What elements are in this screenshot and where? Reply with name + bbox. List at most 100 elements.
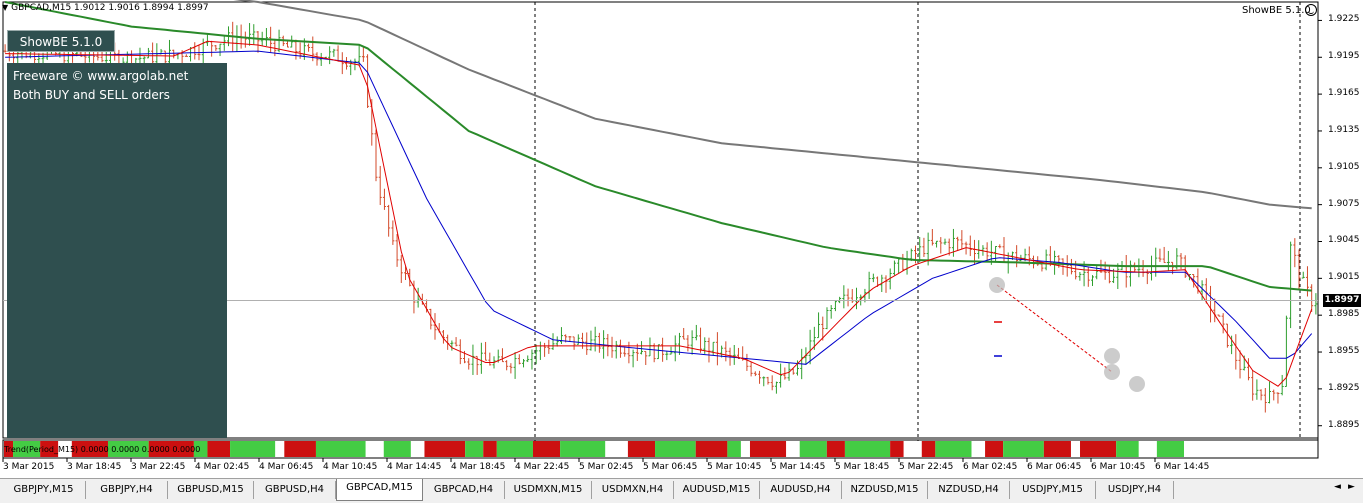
price-bar bbox=[1200, 280, 1204, 301]
chart-tab[interactable]: NZDUSD,H4 bbox=[928, 481, 1010, 499]
time-axis-label: 4 Mar 22:45 bbox=[515, 462, 570, 472]
price-bar bbox=[256, 31, 260, 53]
chart-tab[interactable]: GBPCAD,H4 bbox=[423, 481, 505, 499]
trend-segment bbox=[655, 441, 696, 457]
chart-tab[interactable]: GBPCAD,M15 bbox=[336, 479, 423, 501]
trend-segment bbox=[786, 441, 800, 457]
price-bar bbox=[829, 305, 833, 319]
trend-segment bbox=[1156, 441, 1184, 457]
price-bar bbox=[551, 333, 555, 350]
time-axis-label: 5 Mar 06:45 bbox=[643, 462, 698, 472]
price-bar bbox=[922, 237, 926, 257]
price-bar bbox=[943, 238, 947, 245]
chart-tab[interactable]: GBPJPY,H4 bbox=[86, 481, 168, 499]
time-axis-label: 5 Mar 02:45 bbox=[579, 462, 634, 472]
price-bar bbox=[770, 375, 774, 391]
price-bar bbox=[1015, 245, 1019, 268]
price-bar bbox=[682, 327, 686, 340]
chart-tab[interactable]: AUDUSD,H4 bbox=[760, 481, 842, 499]
price-bar bbox=[1297, 249, 1301, 290]
price-bar bbox=[1284, 315, 1288, 388]
price-bar bbox=[846, 288, 850, 307]
tab-scroll-left-icon[interactable]: ◄ bbox=[1334, 482, 1341, 492]
price-bar bbox=[378, 165, 382, 205]
chart-tab[interactable]: GBPJPY,M15 bbox=[2, 481, 86, 499]
price-bar bbox=[547, 339, 551, 354]
price-bar bbox=[1259, 389, 1263, 401]
price-bar bbox=[935, 240, 939, 248]
price-bar bbox=[635, 343, 639, 362]
price-bar bbox=[669, 346, 673, 355]
price-bar bbox=[248, 23, 252, 46]
price-bar bbox=[218, 43, 222, 57]
price-bar bbox=[96, 50, 100, 61]
price-bar bbox=[648, 337, 652, 357]
chart-tab[interactable]: USDJPY,M15 bbox=[1010, 481, 1096, 499]
price-bar bbox=[1272, 389, 1276, 401]
price-bar bbox=[205, 33, 209, 46]
price-bar bbox=[825, 307, 829, 330]
trend-segment bbox=[749, 441, 787, 457]
price-bar bbox=[1305, 266, 1309, 297]
time-axis-label: 3 Mar 2015 bbox=[3, 462, 55, 472]
price-bar bbox=[450, 340, 454, 351]
price-axis-label: 1.8925 bbox=[1328, 382, 1360, 393]
price-bar bbox=[656, 344, 660, 360]
chart-tab[interactable]: GBPUSD,M15 bbox=[168, 481, 254, 499]
price-bar bbox=[758, 370, 762, 384]
smiley-icon[interactable] bbox=[1305, 4, 1317, 16]
chart-tab[interactable]: USDMXN,M15 bbox=[505, 481, 592, 499]
showbe-button[interactable]: ShowBE 5.1.0 bbox=[7, 30, 115, 52]
price-bar bbox=[382, 188, 386, 210]
price-bar bbox=[336, 45, 340, 62]
ma-fast-line bbox=[5, 40, 1313, 387]
price-bar bbox=[905, 250, 909, 275]
trend-segment bbox=[410, 441, 425, 457]
price-bar bbox=[1091, 275, 1095, 287]
trend-segment bbox=[799, 441, 827, 457]
price-bar bbox=[871, 273, 875, 283]
trend-segment bbox=[1116, 441, 1139, 457]
chart-tab[interactable]: USDMXN,H4 bbox=[592, 481, 674, 499]
price-bar bbox=[387, 204, 391, 237]
price-bar bbox=[631, 349, 635, 368]
price-bar bbox=[500, 348, 504, 363]
price-bar bbox=[753, 371, 757, 377]
price-bar bbox=[779, 363, 783, 388]
price-bar bbox=[867, 271, 871, 300]
chart-menu-triangle-icon[interactable]: ▼ bbox=[2, 3, 9, 12]
price-bar bbox=[1137, 258, 1141, 278]
price-bar bbox=[1255, 379, 1259, 400]
chart-tab[interactable]: USDJPY,H4 bbox=[1096, 481, 1174, 499]
price-bar bbox=[998, 244, 1002, 249]
price-bar bbox=[956, 236, 960, 251]
price-bar bbox=[1225, 323, 1229, 348]
price-bar bbox=[1065, 255, 1069, 277]
price-bar bbox=[184, 54, 188, 57]
time-axis-label: 6 Mar 14:45 bbox=[1155, 462, 1210, 472]
price-bar bbox=[623, 346, 627, 357]
price-bar bbox=[568, 336, 572, 342]
price-axis-label: 1.9135 bbox=[1328, 124, 1360, 135]
tab-scroll-right-icon[interactable]: ► bbox=[1348, 482, 1355, 492]
price-bar bbox=[661, 337, 665, 362]
chart-tab[interactable]: AUDUSD,M15 bbox=[674, 481, 760, 499]
price-bar bbox=[530, 349, 534, 370]
price-bar bbox=[1116, 263, 1120, 290]
price-bar bbox=[677, 332, 681, 355]
price-bar bbox=[930, 229, 934, 246]
price-bar bbox=[1162, 246, 1166, 264]
time-axis-label: 3 Mar 22:45 bbox=[131, 462, 186, 472]
price-bar bbox=[467, 358, 471, 370]
price-bar bbox=[644, 350, 648, 366]
chart-window[interactable]: ▼ GBPCAD,M15 1.9012 1.9016 1.8994 1.8997 … bbox=[0, 0, 1363, 478]
price-bar bbox=[610, 336, 614, 358]
trend-segment bbox=[4, 441, 14, 457]
price-bar bbox=[526, 355, 530, 363]
chart-tab[interactable]: NZDUSD,M15 bbox=[842, 481, 928, 499]
trend-segment bbox=[1080, 441, 1117, 457]
chart-tab[interactable]: GBPUSD,H4 bbox=[254, 481, 336, 499]
trade-marker bbox=[1104, 364, 1120, 380]
price-bar bbox=[408, 268, 412, 287]
price-chart[interactable] bbox=[0, 0, 1363, 478]
